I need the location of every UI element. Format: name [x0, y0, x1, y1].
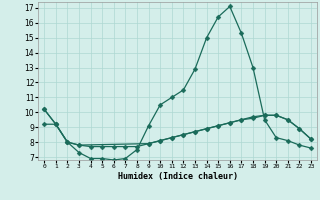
X-axis label: Humidex (Indice chaleur): Humidex (Indice chaleur) — [118, 172, 238, 181]
